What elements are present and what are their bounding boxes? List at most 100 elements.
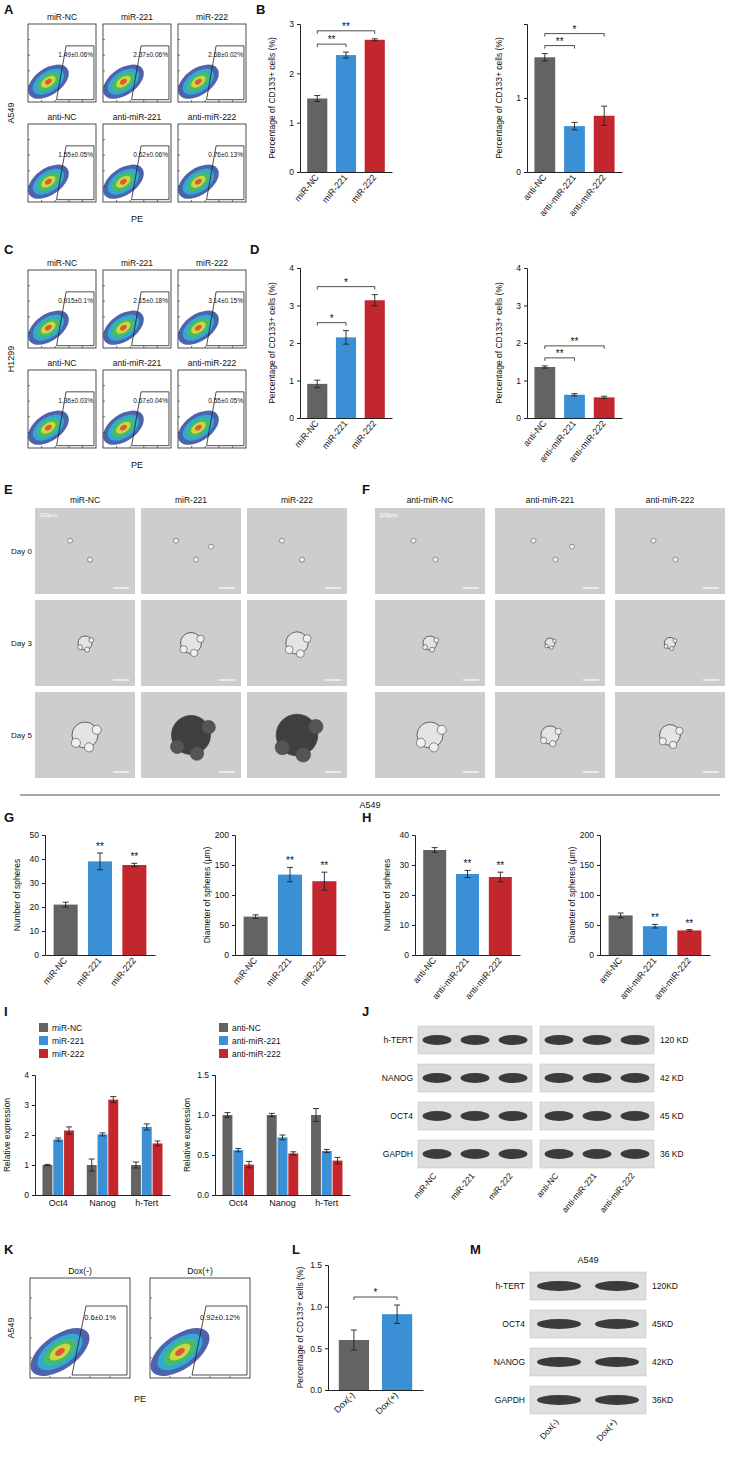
x-tick-label: anti-miR-222 xyxy=(567,172,608,218)
axis-title: PE xyxy=(131,214,143,224)
significance-label: * xyxy=(344,277,348,288)
gate xyxy=(207,292,244,346)
density-cloud xyxy=(28,158,75,202)
frame-tick xyxy=(103,170,105,171)
frame-tick xyxy=(205,446,206,448)
frame-tick xyxy=(178,285,180,286)
x-tick-label: Dox(+) xyxy=(374,1390,400,1416)
frame-tick xyxy=(116,100,117,102)
density-level xyxy=(114,173,133,190)
bar xyxy=(489,877,512,955)
bar-chart: miR-NCmiR-221miR-2220123Percentage of CD… xyxy=(267,19,393,205)
y-tick: 0 xyxy=(589,950,600,960)
frame-tick xyxy=(103,432,105,433)
error-bar xyxy=(394,1305,400,1323)
x-tick: Oct4 xyxy=(49,1198,68,1208)
density-level xyxy=(44,78,53,86)
frame-tick xyxy=(103,139,105,140)
density-level xyxy=(28,158,75,202)
size-label: 36KD xyxy=(652,1395,673,1405)
y-tick-mark xyxy=(524,343,527,344)
x-tick: anti-miR-222 xyxy=(567,418,608,464)
figure: ABCDEFGHIJKLMmiR-NC1.49±0.06%miR-2212.37… xyxy=(0,0,739,1465)
axis-title: PE xyxy=(131,460,143,470)
protein-label: GAPDH xyxy=(495,1395,525,1405)
y-tick: 2 xyxy=(24,1130,35,1140)
y-tick: 0.5 xyxy=(310,1344,328,1354)
error-bar xyxy=(44,1164,50,1165)
y-tick: 0.5 xyxy=(197,1150,215,1160)
legend-swatch xyxy=(39,1049,48,1058)
blot-band xyxy=(499,1035,528,1045)
y-tick: 0 xyxy=(516,413,527,423)
blot-title: A549 xyxy=(577,1255,598,1265)
y-tick-label: 1 xyxy=(24,1160,29,1170)
y-tick-label: 1 xyxy=(516,93,521,103)
micrograph xyxy=(141,692,241,778)
frame-tick xyxy=(82,446,83,448)
y-tick-label: 0 xyxy=(34,950,39,960)
frame-tick xyxy=(150,1298,152,1299)
legend-swatch xyxy=(219,1023,228,1032)
blot-band xyxy=(621,1111,650,1121)
density-level xyxy=(178,304,225,348)
micrograph xyxy=(615,692,725,778)
column-title: anti-miR-221 xyxy=(526,495,575,505)
error-bar xyxy=(63,902,69,907)
y-tick: 4 xyxy=(289,263,300,273)
blot-band xyxy=(461,1073,490,1083)
axis-title: Percentage of CD133+ cells (%) xyxy=(267,37,277,159)
y-axis: 0.00.51.01.5 xyxy=(197,1070,215,1200)
y-tick-mark xyxy=(232,925,235,926)
bar xyxy=(267,1115,277,1195)
y-tick-label: 50 xyxy=(30,830,40,840)
cell xyxy=(433,557,438,562)
density-level xyxy=(34,414,64,441)
x-tick-label: Nanog xyxy=(89,1198,116,1208)
plot-title: miR-NC xyxy=(47,12,77,22)
density-level xyxy=(103,63,144,100)
frame-tick xyxy=(103,301,105,302)
micrograph xyxy=(375,600,485,686)
density-level xyxy=(30,1319,98,1378)
density-level xyxy=(194,324,203,332)
bar xyxy=(88,861,112,955)
axis-line xyxy=(412,836,416,956)
bar xyxy=(382,1314,412,1390)
bar-chart: anti-NCanti-miR-221anti-miR-222010203040… xyxy=(382,830,521,1001)
bar-chart: anti-NCanti-miR-221anti-miR-22201Percent… xyxy=(494,24,623,219)
blot-band xyxy=(461,1035,490,1045)
frame-tick xyxy=(130,100,131,102)
density-cloud xyxy=(178,58,225,102)
x-axis: Oct4Nanogh-Tert xyxy=(36,1196,171,1208)
y-axis: 01234 xyxy=(516,263,527,423)
frame-tick xyxy=(191,446,192,448)
axis-line xyxy=(301,172,393,173)
error-bar xyxy=(601,396,607,398)
y-tick-label: 150 xyxy=(215,860,229,870)
bar xyxy=(108,1100,118,1195)
x-tick: miR-NC xyxy=(293,172,322,203)
protein-label: NANOG xyxy=(494,1357,525,1367)
protein-label: NANOG xyxy=(382,1073,413,1083)
error-bar xyxy=(601,106,607,125)
sphere-cell xyxy=(676,727,683,734)
density-level xyxy=(28,58,75,102)
significance-label: ** xyxy=(464,858,472,869)
gate-label: 0.62±0.06% xyxy=(133,151,168,158)
x-tick: miR-221 xyxy=(264,955,294,987)
blot-strip xyxy=(540,1026,654,1054)
y-tick-mark xyxy=(232,955,235,956)
bar xyxy=(43,1165,53,1195)
y-tick-label: 0 xyxy=(516,167,521,177)
y-tick: 0 xyxy=(516,167,527,177)
bar-chart: Oct4Nanogh-Tert0.00.51.01.5Relative expr… xyxy=(182,1023,351,1208)
gate-label: 2.68±0.02% xyxy=(208,51,243,58)
y-tick: 40 xyxy=(30,854,45,864)
error-bar xyxy=(144,1124,150,1130)
bar xyxy=(278,875,302,955)
error-bar xyxy=(313,1109,319,1122)
plot-title: miR-NC xyxy=(47,258,77,268)
frame-tick xyxy=(178,170,180,171)
y-tick: 100 xyxy=(580,890,600,900)
